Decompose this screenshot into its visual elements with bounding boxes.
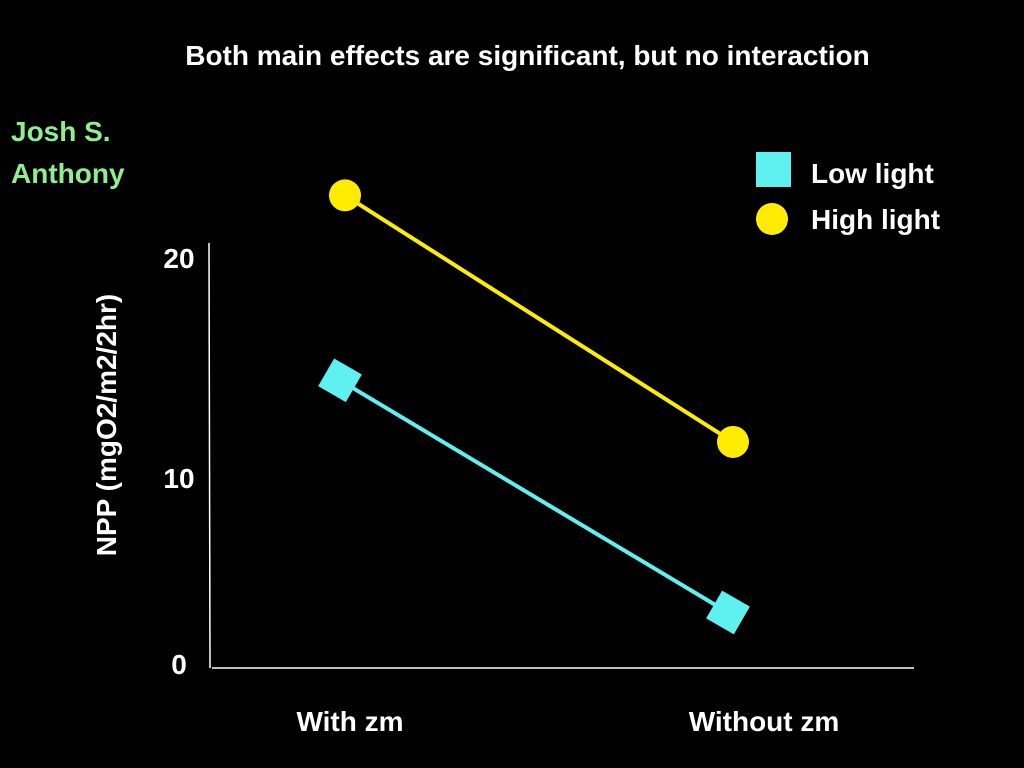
author-last-line: Anthony: [11, 158, 125, 189]
y-tick-label: 10: [163, 463, 194, 494]
chart-title: Both main effects are significant, but n…: [185, 40, 870, 71]
legend-circle-icon: [756, 203, 788, 235]
data-point-square: [318, 358, 362, 403]
x-tick-label: With zm: [296, 706, 403, 737]
series-line: [338, 378, 730, 615]
y-axis-title: NPP (mgO2/m2/2hr): [91, 294, 122, 556]
y-axis-line: [208, 242, 211, 669]
y-tick-labels: 0 10 20: [163, 243, 194, 680]
data-point-square: [706, 590, 750, 635]
x-tick-labels: With zm Without zm: [296, 706, 839, 737]
legend-label: Low light: [811, 158, 934, 189]
series-high-light: [329, 179, 749, 458]
series-low-light: [318, 358, 750, 635]
legend-square-icon: [756, 152, 791, 187]
series-layer: [318, 179, 750, 635]
author-name: Josh S. Anthony: [11, 111, 125, 195]
legend-item: Low light: [756, 152, 934, 189]
data-point-circle: [329, 179, 361, 212]
y-tick-label: 20: [163, 243, 194, 274]
x-tick-label: Without zm: [689, 706, 840, 737]
y-tick-label: 0: [171, 649, 187, 680]
legend-label: High light: [811, 204, 940, 235]
data-point-circle: [717, 425, 749, 458]
author-first-line: Josh S.: [11, 116, 111, 147]
legend-item: High light: [756, 203, 940, 235]
legend: Low light High light: [756, 152, 940, 235]
series-line: [343, 193, 735, 444]
